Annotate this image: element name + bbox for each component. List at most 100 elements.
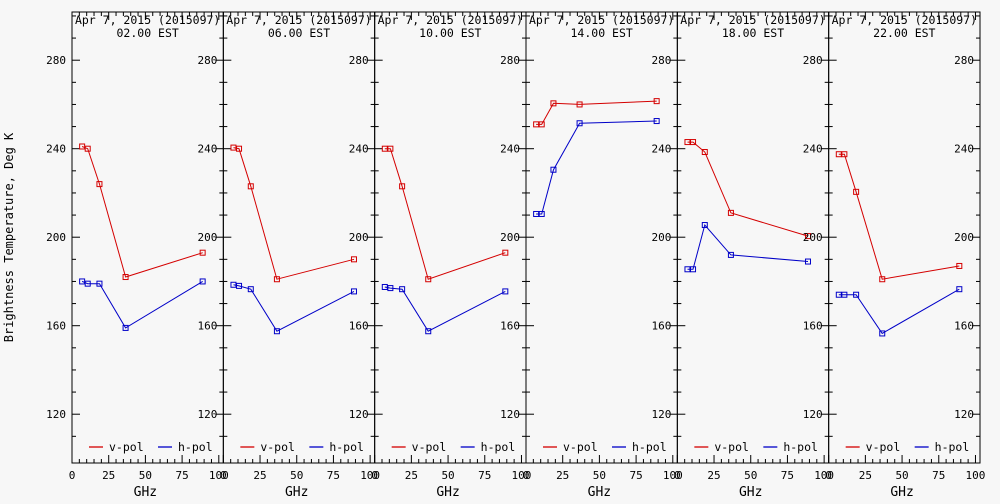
vpol-line-panel-5 [687,141,809,237]
y-tick-label: 240 [197,143,217,156]
x-tick-label: 50 [895,469,908,482]
panel-subtitle: 22.00 EST [873,26,935,40]
y-tick-label: 120 [651,408,671,421]
vpol-marker [853,188,860,195]
hpol-marker [273,328,280,335]
y-tick-label: 120 [500,408,520,421]
y-tick-label: 160 [803,320,823,333]
vpol-marker [79,143,86,150]
vpol-marker [956,262,963,269]
x-tick-label: 100 [663,469,683,482]
hpol-marker [350,288,357,295]
hpol-marker [84,280,91,287]
legend-vpol-label: v-pol [260,440,295,454]
hpol-marker [550,166,557,173]
y-tick-label: 200 [197,231,217,244]
panel-title: Apr 7, 2015 (2015097) [226,13,371,27]
y-tick-label: 200 [651,231,671,244]
x-tick-label: 25 [859,469,872,482]
vpol-marker [576,101,583,108]
y-tick-label: 200 [803,231,823,244]
hpol-line-panel-2 [233,284,355,332]
x-tick-label: 100 [966,469,986,482]
y-axis-title: Brightness Temperature, Deg K [2,132,16,342]
vpol-marker [533,121,540,128]
hpol-line-panel-6 [838,288,960,335]
hpol-line-panel-3 [384,286,506,332]
hpol-marker [576,120,583,127]
hpol-marker [956,286,963,293]
hpol-marker [399,286,406,293]
vpol-line-panel-4 [536,100,657,125]
y-tick-label: 160 [46,320,66,333]
x-tick-label: 50 [290,469,303,482]
y-tick-label: 240 [46,143,66,156]
x-tick-label: 75 [478,469,491,482]
x-axis-title: GHz [436,485,459,500]
y-tick-label: 120 [954,408,974,421]
legend-hpol-label: h-pol [632,440,667,454]
legend-hpol-label: h-pol [329,440,364,454]
vpol-marker [387,145,394,152]
vpol-marker [230,144,237,151]
vpol-marker [684,139,691,146]
y-tick-label: 240 [349,143,369,156]
hpol-marker [96,280,103,287]
y-tick-label: 280 [954,54,974,67]
x-axis-title: GHz [134,485,157,500]
hpol-marker [835,291,842,298]
y-tick-label: 160 [197,320,217,333]
x-tick-label: 75 [932,469,945,482]
x-tick-label: 25 [405,469,418,482]
x-tick-label: 75 [629,469,642,482]
hpol-marker [853,291,860,298]
x-tick-label: 100 [209,469,229,482]
x-tick-label: 75 [175,469,188,482]
y-tick-label: 160 [500,320,520,333]
vpol-marker [199,249,206,256]
hpol-marker [122,324,129,331]
y-tick-label: 200 [349,231,369,244]
y-tick-label: 160 [349,320,369,333]
hpol-marker [690,266,697,273]
hpol-marker [247,286,254,293]
y-tick-label: 280 [500,54,520,67]
x-axis-title: GHz [890,485,913,500]
hpol-marker [533,210,540,217]
x-tick-label: 25 [253,469,266,482]
vpol-marker [122,274,129,281]
y-tick-label: 120 [803,408,823,421]
y-tick-label: 280 [197,54,217,67]
vpol-line-panel-1 [81,146,203,278]
vpol-marker [701,149,708,156]
vpol-marker [96,181,103,188]
y-tick-label: 120 [349,408,369,421]
vpol-marker [399,183,406,190]
panel-subtitle: 02.00 EST [117,26,179,40]
x-tick-label: 75 [327,469,340,482]
hpol-marker [236,282,243,289]
hpol-marker [199,278,206,285]
panel-title: Apr 7, 2015 (2015097) [832,13,977,27]
panel-subtitle: 10.00 EST [419,26,481,40]
y-tick-label: 160 [954,320,974,333]
x-axis-title: GHz [285,485,308,500]
hpol-marker [425,328,432,335]
vpol-marker [653,98,660,105]
hpol-marker [804,258,811,265]
legend-vpol-label: v-pol [714,440,749,454]
x-tick-label: 25 [556,469,569,482]
vpol-marker [247,183,254,190]
y-tick-label: 200 [46,231,66,244]
y-tick-label: 240 [954,143,974,156]
vpol-marker [236,145,243,152]
vpol-marker [84,145,91,152]
y-tick-label: 200 [500,231,520,244]
y-tick-label: 240 [500,143,520,156]
y-tick-label: 240 [803,143,823,156]
vpol-marker [350,256,357,263]
legend-hpol-label: h-pol [178,440,213,454]
